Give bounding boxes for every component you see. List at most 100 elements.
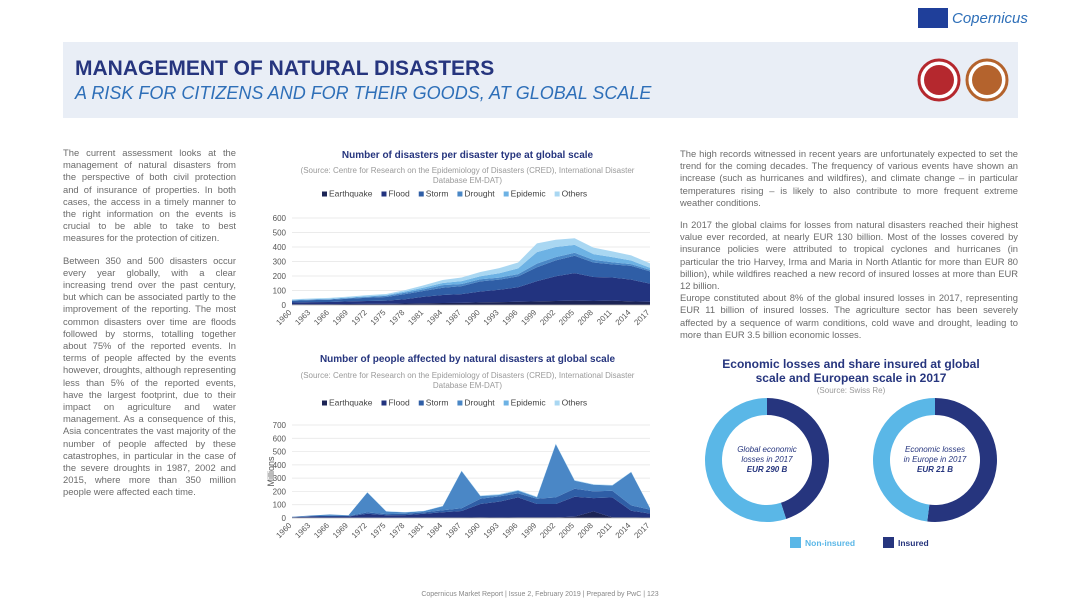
legend-label: Non-insured [805, 538, 855, 548]
area [292, 273, 650, 305]
x-tick-label: 2008 [576, 308, 595, 327]
legend-label: Drought [464, 189, 495, 199]
x-tick-label: 1993 [482, 308, 501, 327]
x-tick-label: 1960 [274, 521, 293, 540]
y-tick-label: 400 [273, 243, 287, 252]
x-tick-label: 1966 [312, 521, 331, 540]
paragraph: The high records witnessed in recent yea… [680, 148, 1018, 208]
area [292, 444, 650, 517]
x-tick-label: 2014 [614, 308, 633, 327]
left-column: The current assessment looks at the mana… [63, 147, 236, 509]
legend-swatch [322, 191, 327, 197]
legend-label: Others [562, 398, 588, 408]
donut-center-label: EUR 290 B [747, 465, 788, 474]
logo: Copernicus [952, 10, 1028, 27]
legend-label: Insured [898, 538, 929, 548]
x-tick-label: 1975 [369, 521, 388, 540]
x-tick-label: 2011 [595, 308, 614, 327]
paragraph: In 2017 the global claims for losses fro… [680, 219, 1018, 292]
chart-source: (Source: Swiss Re) [816, 386, 886, 395]
legend-swatch [418, 400, 424, 406]
legend-label: Earthquake [329, 398, 373, 408]
legend-swatch [457, 400, 463, 406]
y-tick-label: 700 [273, 421, 287, 430]
y-tick-label: 0 [282, 514, 287, 523]
y-tick-label: 500 [273, 448, 287, 457]
eu-flag [918, 8, 948, 28]
legend-label: Drought [464, 398, 495, 408]
area [292, 300, 650, 305]
x-tick-label: 2014 [614, 521, 633, 540]
title: MANAGEMENT OF NATURAL DISASTERS [75, 57, 495, 80]
x-tick-label: 1981 [406, 521, 425, 540]
x-tick-label: 1975 [369, 308, 388, 327]
x-tick-label: 2017 [632, 308, 651, 327]
x-tick-label: 1963 [293, 308, 312, 327]
x-tick-label: 2011 [595, 521, 614, 540]
paragraph: The current assessment looks at the mana… [63, 147, 236, 244]
chart-title: Number of people affected by natural dis… [319, 354, 616, 365]
x-tick-label: 1984 [425, 308, 444, 327]
legend-label: Earthquake [329, 189, 373, 199]
legend-swatch [554, 400, 560, 406]
x-tick-label: 1999 [519, 521, 538, 540]
donut-slice [705, 398, 787, 522]
donut-slice [927, 398, 997, 522]
y-tick-label: 200 [273, 487, 287, 496]
donut-center-label: EUR 21 B [917, 465, 953, 474]
x-tick-label: 1972 [350, 521, 369, 540]
y-tick-label: 100 [273, 501, 287, 510]
legend-label: Epidemic [511, 189, 547, 199]
subtitle: A RISK FOR CITIZENS AND FOR THEIR GOODS,… [75, 83, 652, 103]
x-tick-label: 1972 [350, 308, 369, 327]
x-tick-label: 1984 [425, 521, 444, 540]
legend-swatch [457, 191, 463, 197]
x-tick-label: 2005 [557, 521, 576, 540]
x-tick-label: 1978 [388, 521, 407, 540]
x-tick-label: 2008 [576, 521, 595, 540]
x-tick-label: 1960 [274, 308, 293, 327]
legend-swatch [418, 191, 424, 197]
x-tick-label: 1990 [463, 521, 482, 540]
legend-swatch [381, 191, 387, 197]
y-tick-label: 400 [273, 461, 287, 470]
legend-label: Others [562, 189, 588, 199]
x-tick-label: 1987 [444, 521, 463, 540]
donut-center-label: in Europe in 2017 [904, 455, 967, 464]
area [292, 488, 650, 518]
icons [917, 58, 1009, 102]
footer: Copernicus Market Report | Issue 2, Febr… [421, 591, 659, 598]
x-tick-label: 1966 [312, 308, 331, 327]
x-tick-label: 1969 [331, 308, 350, 327]
legend-label: Flood [388, 189, 410, 199]
x-tick-label: 1996 [501, 308, 520, 327]
donut-center-label: Economic losses [905, 445, 965, 454]
right-column: The high records witnessed in recent yea… [680, 148, 1018, 351]
legend-label: Flood [388, 398, 410, 408]
x-tick-label: 1990 [463, 308, 482, 327]
donut-center-label: losses in 2017 [741, 455, 793, 464]
legend-label: Epidemic [511, 398, 547, 408]
x-tick-label: 1993 [482, 521, 501, 540]
chart-title: Number of disasters per disaster type at… [341, 150, 594, 161]
legend-swatch [503, 400, 509, 406]
x-tick-label: 1969 [331, 521, 350, 540]
area [292, 255, 650, 303]
chart-title: Economic losses and share insured at glo… [722, 357, 980, 385]
x-tick-label: 2002 [538, 521, 557, 540]
legend-label: Storm [426, 189, 449, 199]
x-tick-label: 2002 [538, 308, 557, 327]
legend-swatch [381, 400, 387, 406]
y-tick-label: 600 [273, 434, 287, 443]
paragraph: Europe constituted about 8% of the globa… [680, 292, 1018, 340]
chart-source: (Source: Centre for Research on the Epid… [300, 166, 635, 185]
donut-slice [872, 398, 935, 522]
legend-swatch [554, 191, 560, 197]
legend-swatch [503, 191, 509, 197]
paragraph: Between 350 and 500 disasters occur ever… [63, 254, 236, 498]
legend-swatch [790, 537, 801, 548]
y-tick-label: 300 [273, 474, 287, 483]
donut-slice [767, 398, 829, 519]
